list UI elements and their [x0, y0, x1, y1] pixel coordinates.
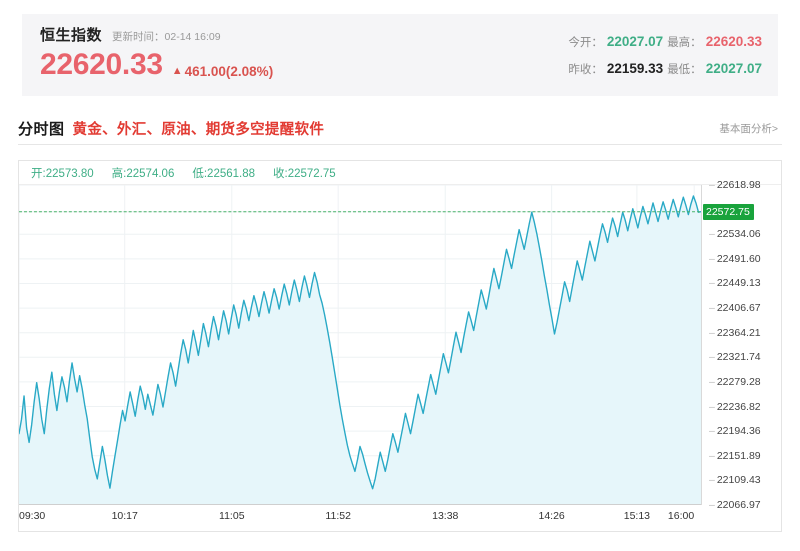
price-axis-tick-label: 22364.21	[716, 326, 761, 339]
prev-close-label: 昨收：	[568, 64, 603, 76]
time-axis-tick-label: 16:00	[667, 510, 695, 522]
time-axis-tick-label: 14:26	[538, 510, 565, 522]
high-label: 最高：	[667, 37, 702, 49]
quote-stats-row-1: 今开： 22027.07 最高： 22620.33	[568, 34, 762, 50]
tab-intraday-chart[interactable]: 分时图	[18, 120, 65, 138]
time-axis-tick-label: 13:38	[432, 510, 459, 522]
price-axis-tick: –22236.82	[709, 401, 761, 413]
update-time: 更新时间：02-14 16:09	[112, 29, 221, 44]
chart-tabbar: 分时图 黄金、外汇、原油、期货多空提醒软件 基本面分析>	[18, 112, 782, 145]
low-value: 22027.07	[705, 61, 762, 76]
tick-dash-icon: –	[709, 302, 715, 315]
open-value: 22027.07	[606, 34, 664, 49]
arrow-up-icon: ▲	[171, 65, 183, 77]
tick-dash-icon: –	[709, 474, 715, 487]
time-axis-tick-label: 15:13	[623, 510, 651, 522]
plot-area[interactable]	[18, 184, 702, 506]
last-price: 22620.33	[40, 48, 163, 81]
price-axis-tick-label: 22279.28	[716, 375, 761, 388]
tick-dash-icon: –	[709, 449, 715, 462]
price-axis-tick-label: 22449.13	[716, 277, 761, 290]
price-change-value: 461.00(2.08%)	[184, 64, 274, 79]
time-axis-tick-label: 10:17	[111, 510, 138, 522]
ohlc-open: 开:22573.80	[31, 165, 94, 181]
tick-dash-icon: –	[709, 326, 715, 339]
price-axis-tick-label: 22534.06	[716, 228, 761, 241]
price-axis-tick: –22109.43	[709, 474, 761, 486]
price-axis-tick-label: 22406.67	[716, 302, 761, 315]
tick-dash-icon: –	[709, 179, 715, 191]
prev-close-value: 22159.33	[606, 61, 664, 76]
low-label: 最低：	[667, 64, 702, 76]
price-axis-tick-label: 22321.74	[716, 351, 761, 364]
security-name: 恒生指数	[40, 27, 103, 44]
ohlc-low-value: 22561.88	[207, 167, 256, 180]
promo-link[interactable]: 黄金、外汇、原油、期货多空提醒软件	[72, 121, 325, 138]
current-price-tag: 22572.75	[703, 203, 754, 220]
price-axis-tick: –22151.89	[709, 450, 761, 462]
ohlc-high-value: 22574.06	[126, 167, 175, 180]
update-time-value: 02-14 16:09	[164, 31, 221, 43]
tick-dash-icon: –	[709, 228, 715, 241]
price-axis-tick-label: 22151.89	[716, 449, 761, 462]
price-axis-tick: –22449.13	[709, 277, 761, 289]
price-axis-tick: –22534.06	[709, 228, 761, 240]
time-axis-tick-label: 11:52	[325, 510, 351, 522]
ohlc-close-value: 22572.75	[287, 167, 336, 180]
ohlc-close-label: 收:	[273, 167, 288, 180]
plot-wrapper: –22618.98 22572.75–22534.06–22491.60–2244…	[18, 179, 781, 533]
ohlc-open-label: 开:	[31, 167, 46, 180]
price-axis-tick: –22279.28	[709, 376, 761, 388]
price-axis-tick: –22491.60	[709, 253, 761, 265]
quote-stats-row-2: 昨收： 22159.33 最低： 22027.07	[568, 61, 762, 77]
price-axis-tick: –22406.67	[709, 302, 761, 314]
intraday-line-chart[interactable]	[18, 184, 702, 506]
fundamental-analysis-link[interactable]: 基本面分析>	[719, 122, 778, 135]
tick-dash-icon: –	[709, 425, 715, 438]
tick-dash-icon: –	[709, 351, 715, 364]
price-axis-tick-label: 22109.43	[716, 474, 761, 487]
price-axis-tick: –22364.21	[709, 327, 761, 339]
quote-header-card: 恒生指数 更新时间：02-14 16:09 22620.33 ▲ 461.00(…	[22, 14, 778, 96]
price-axis-tick-label: 22194.36	[716, 425, 761, 438]
tick-dash-icon: –	[709, 400, 715, 413]
update-time-label: 更新时间：	[112, 31, 165, 43]
time-axis-tick-label: 11:05	[219, 510, 245, 522]
price-row: 22620.33 ▲ 461.00(2.08%)	[40, 49, 273, 81]
tick-dash-icon: –	[709, 375, 715, 388]
price-change: ▲ 461.00(2.08%)	[172, 64, 273, 79]
open-label: 今开：	[568, 37, 603, 49]
price-axis-tick: –22321.74	[709, 351, 761, 363]
price-axis-tick-label: 22236.82	[716, 400, 761, 413]
ohlc-readout: 开:22573.80 高:22574.06 低:22561.88 收:22572…	[19, 161, 781, 185]
tick-dash-icon: –	[709, 499, 715, 511]
tick-dash-icon: –	[709, 277, 715, 290]
ohlc-low: 低:22561.88	[192, 165, 255, 181]
ohlc-low-label: 低:	[192, 167, 208, 180]
ohlc-high: 高:22574.06	[112, 165, 175, 181]
price-axis-tick: –22618.98	[709, 179, 761, 191]
quote-primary-info: 恒生指数 更新时间：02-14 16:09 22620.33 ▲ 461.00(…	[40, 24, 273, 81]
price-axis-tick-label: 22491.60	[716, 252, 761, 265]
quote-stats: 今开： 22027.07 最高： 22620.33 昨收： 22159.33 最…	[568, 34, 762, 88]
chart-panel: 开:22573.80 高:22574.06 低:22561.88 收:22572…	[18, 160, 782, 532]
price-axis-tick: –22194.36	[709, 425, 761, 437]
tick-dash-icon: –	[709, 252, 715, 265]
price-axis-tick: –22066.97	[709, 499, 761, 511]
price-axis-tick-label: 22066.97	[716, 499, 761, 511]
security-name-row: 恒生指数 更新时间：02-14 16:09	[40, 24, 273, 45]
ohlc-open-value: 22573.80	[45, 167, 94, 180]
time-axis: 09:30 10:17 11:05 11:52 13:38 14:26 15:13 16:00	[19, 504, 701, 533]
price-axis: –22618.98 22572.75–22534.06–22491.60–2244…	[701, 179, 781, 511]
price-axis-tick-label: 22618.98	[716, 179, 761, 191]
ohlc-high-label: 高:	[111, 167, 127, 180]
time-axis-tick-label: 09:30	[19, 510, 46, 522]
high-value: 22620.33	[705, 34, 762, 49]
ohlc-close: 收:22572.75	[273, 165, 336, 181]
